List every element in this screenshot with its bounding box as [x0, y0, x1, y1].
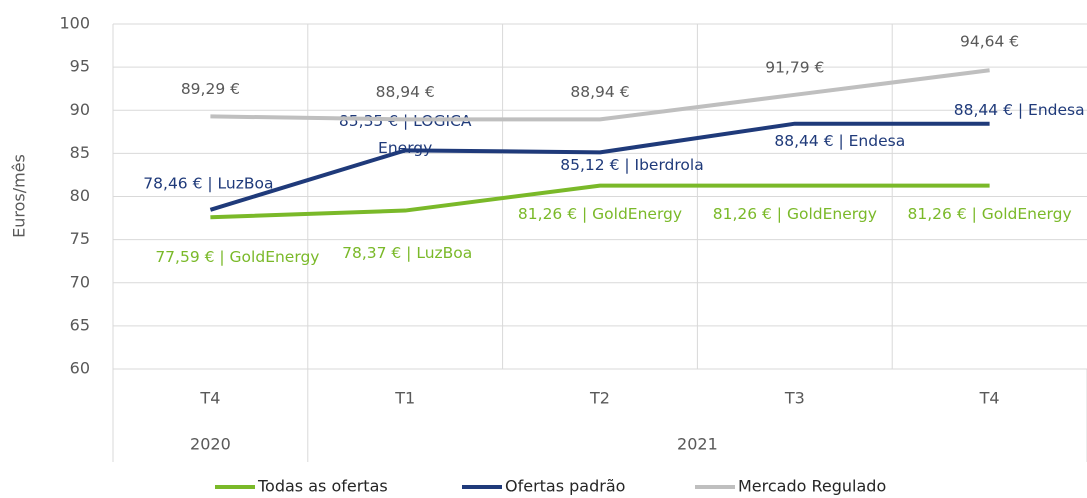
data-label: 81,26 € | GoldEnergy: [908, 205, 1072, 223]
data-label: 88,94 €: [376, 83, 435, 101]
data-label: 81,26 € | GoldEnergy: [713, 205, 877, 223]
data-label: 78,46 € | LuzBoa: [143, 174, 273, 192]
series-line: [209, 121, 990, 212]
data-label-text: 85,35 € | LOGICA Energy: [338, 112, 472, 158]
y-tick-label: 85: [70, 143, 90, 162]
data-label: 81,26 € | GoldEnergy: [518, 205, 682, 223]
series-line: [210, 68, 990, 122]
y-tick-label: 75: [70, 229, 90, 248]
data-label: 85,12 € | Iberdrola: [560, 156, 703, 174]
y-tick-label: 60: [70, 359, 90, 378]
y-tick-label: 70: [70, 272, 90, 291]
x-tick-label: T3: [784, 389, 805, 408]
x-group-label: 2021: [677, 435, 718, 454]
legend-label: Ofertas padrão: [505, 477, 625, 496]
y-tick-label: 100: [59, 14, 90, 33]
series-line: [210, 183, 990, 220]
data-label: 94,64 €: [960, 33, 1019, 51]
x-tick-label: T4: [199, 389, 220, 408]
y-tick-label: 65: [70, 315, 90, 334]
data-label: 89,29 €: [181, 80, 240, 98]
data-label: 77,59 € | GoldEnergy: [155, 248, 319, 266]
x-tick-label: T2: [589, 389, 610, 408]
x-tick-label: T1: [394, 389, 415, 408]
data-label: 88,94 €: [570, 83, 629, 101]
y-tick-label: 95: [70, 57, 90, 76]
data-label: 88,44 € | Endesa: [954, 101, 1085, 119]
data-label: 78,37 € | LuzBoa: [342, 244, 472, 262]
y-axis-label: Euros/mês: [10, 154, 29, 238]
x-tick-label: T4: [979, 389, 1000, 408]
x-group-label: 2020: [190, 435, 231, 454]
legend-label: Mercado Regulado: [738, 477, 886, 496]
data-label: 91,79 €: [765, 58, 824, 76]
y-tick-label: 80: [70, 186, 90, 205]
y-tick-label: 90: [70, 100, 90, 119]
legend-label: Todas as ofertas: [257, 477, 388, 496]
data-label: 88,44 € | Endesa: [774, 132, 905, 150]
